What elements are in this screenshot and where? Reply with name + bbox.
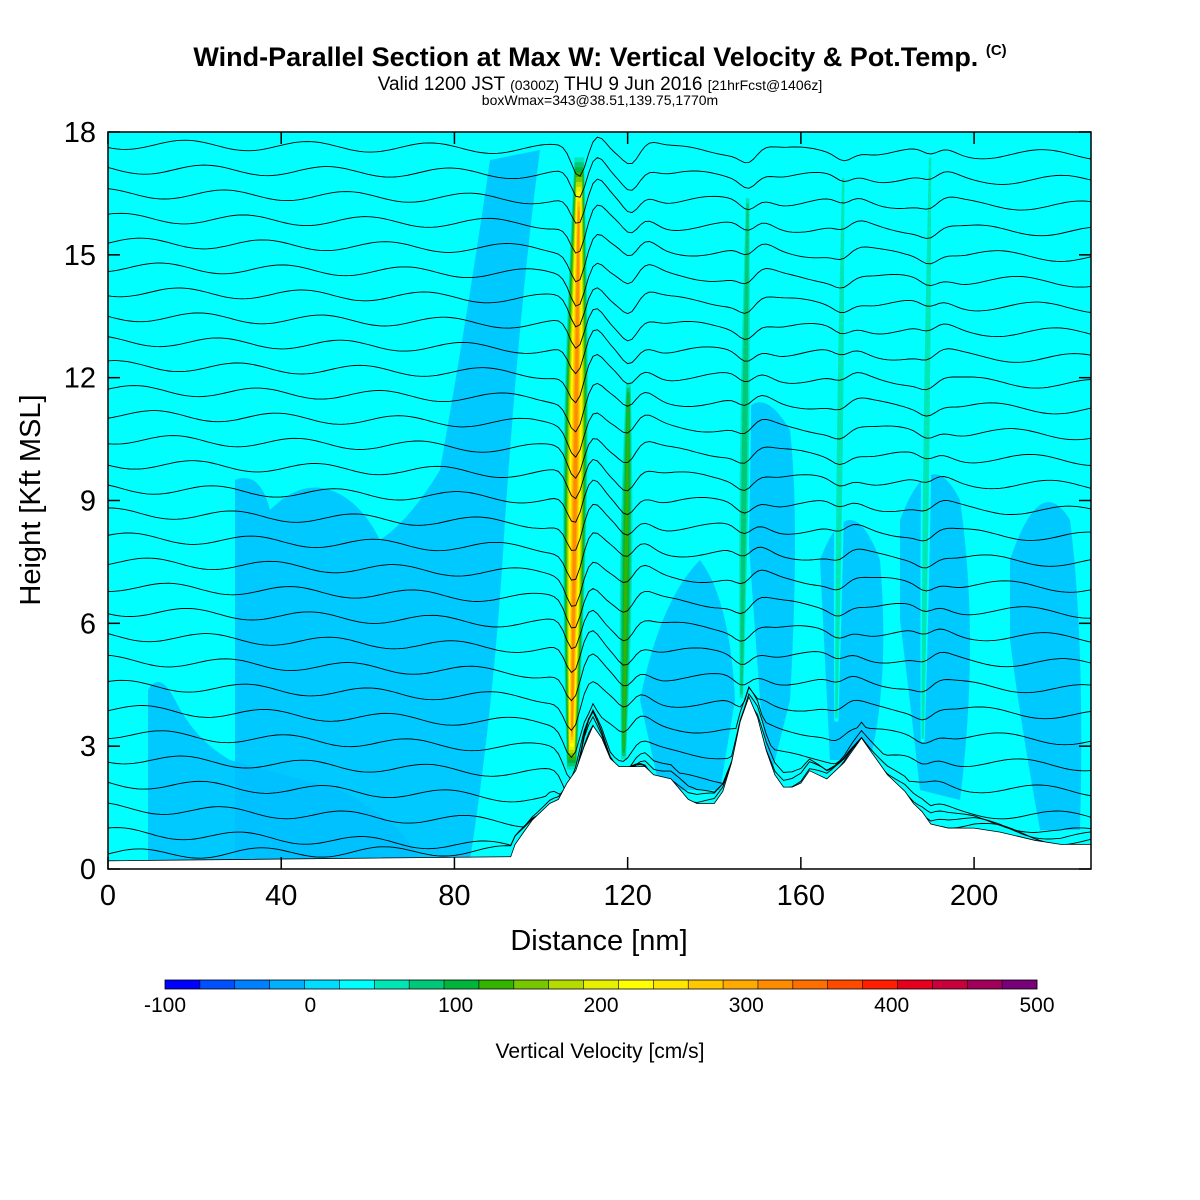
chart-title: Wind-Parallel Section at Max W: Vertical…	[0, 42, 1200, 73]
valid-date: THU 9 Jun 2016	[564, 74, 703, 95]
x-tick-label-120: 120	[603, 880, 651, 912]
x-tick-label-160: 160	[777, 880, 825, 912]
colorbar: -100 0 100 200 300 400 500	[144, 979, 1055, 1017]
x-tick-label-200: 200	[950, 880, 998, 912]
colorbar-swatch-13	[583, 980, 619, 989]
chart-subtitle: Valid 1200 JST (0300Z) THU 9 Jun 2016 [2…	[0, 74, 1200, 96]
colorbar-swatch-22	[897, 980, 933, 989]
colorbar-swatch-9	[444, 980, 480, 989]
theta-contour-16	[108, 479, 1091, 523]
colorbar-swatch-1	[165, 980, 201, 989]
colorbar-swatch-7	[374, 980, 410, 989]
terrain	[108, 695, 1091, 869]
theta-contour-15	[108, 503, 1091, 551]
updraft-1-level-325	[571, 211, 580, 734]
colorbar-swatch-10	[478, 980, 515, 989]
colorbar-swatch-19	[792, 980, 829, 989]
colorbar-swatch-21	[862, 980, 898, 989]
terrain-profile	[108, 695, 1091, 869]
colorbar-tick-0: 0	[304, 994, 316, 1017]
colorbar-swatch-6	[339, 980, 375, 989]
updraft-2-level-125	[623, 397, 629, 750]
colorbar-tick--100: -100	[144, 994, 186, 1017]
theta-contour-17	[108, 458, 1091, 500]
downdraft-region-4	[740, 402, 795, 780]
y-tick-label-9: 9	[80, 486, 96, 518]
theta-contour-20	[108, 382, 1091, 433]
downdraft-region-5	[820, 520, 884, 760]
colorbar-label: Vertical Velocity [cm/s]	[496, 1040, 705, 1063]
y-axis-label: Height [Kft MSL]	[15, 394, 47, 605]
theta-contour-11	[108, 607, 1091, 650]
downdraft-region-2	[235, 150, 540, 860]
colorbar-tick-200: 200	[583, 994, 618, 1017]
colorbar-swatch-18	[757, 980, 794, 989]
colorbar-swatch-12	[548, 980, 584, 989]
colorbar-swatch-11	[513, 980, 549, 989]
downdraft-region-3	[640, 560, 735, 790]
updraft-4-level-50	[835, 177, 845, 719]
theta-contour-19	[108, 410, 1091, 458]
theta-contour-22	[108, 329, 1091, 375]
theta-contour-5	[108, 701, 1091, 797]
theta-contour-8	[108, 679, 1091, 732]
colorbar-tick-100: 100	[438, 994, 473, 1017]
x-tick-label-80: 80	[438, 880, 470, 912]
colorbar-swatch-15	[653, 980, 689, 989]
colorbar-tick-400: 400	[874, 994, 909, 1017]
colorbar-tick-500: 500	[1019, 994, 1054, 1017]
theta-contour-9	[108, 653, 1091, 702]
box-wmax-info: boxWmax=343@38.51,139.75,1770m	[481, 92, 719, 108]
theta-contour-23	[108, 308, 1091, 349]
y-tick-label-12: 12	[64, 363, 96, 395]
colorbar-swatch-20	[827, 980, 863, 989]
forecast-info: [21hrFcst@1406z]	[707, 77, 823, 93]
colorbar-swatch-17	[723, 980, 759, 989]
y-tick-label-6: 6	[80, 608, 96, 640]
valid-time: Valid 1200 JST	[377, 74, 505, 95]
axes: 0 40 80 120 160 200 0 3 6 9 12 15 18	[64, 117, 1091, 912]
theta-contour-30	[108, 136, 1091, 177]
theta-contour-10	[108, 630, 1091, 674]
colorbar-swatch-25	[1002, 980, 1038, 989]
theta-contour-28	[108, 178, 1091, 224]
colorbar-swatch-24	[967, 980, 1003, 989]
y-tick-label-18: 18	[64, 117, 96, 149]
colorbar-swatch-16	[688, 980, 724, 989]
colorbar-swatch-23	[932, 980, 968, 989]
theta-contour-21	[108, 353, 1091, 404]
colorbar-swatch-3	[234, 980, 270, 989]
theta-contour-7	[108, 685, 1091, 759]
chart-title-main: Wind-Parallel Section at Max W: Vertical…	[193, 42, 979, 72]
colorbar-swatch-4	[269, 980, 305, 989]
theta-contour-12	[108, 582, 1091, 629]
colorbar-swatch-2	[199, 980, 236, 989]
colorbar-swatch-14	[618, 980, 654, 989]
y-tick-label-3: 3	[80, 731, 96, 763]
y-tick-label-15: 15	[64, 240, 96, 272]
theta-contour-18	[108, 435, 1091, 479]
theta-contours	[108, 136, 1091, 859]
copyright-mark: (C)	[985, 42, 1007, 59]
theta-contour-13	[108, 557, 1091, 607]
updraft-3-level-75	[740, 203, 749, 695]
x-axis-label: Distance [nm]	[510, 925, 687, 957]
theta-contour-24	[108, 287, 1091, 328]
x-tick-label-40: 40	[265, 880, 297, 912]
theta-contour-26	[108, 234, 1091, 283]
theta-contour-27	[108, 204, 1091, 254]
theta-contour-6	[108, 693, 1091, 781]
theta-contour-29	[108, 156, 1091, 198]
theta-contour-14	[108, 532, 1091, 581]
colorbar-swatch-5	[304, 980, 340, 989]
utc-time: (0300Z)	[510, 77, 560, 93]
y-tick-label-0: 0	[80, 854, 96, 886]
colorbar-tick-300: 300	[729, 994, 764, 1017]
updraft-5-level-50	[921, 157, 932, 739]
colorbar-swatch-8	[409, 980, 445, 989]
colorbar-frame	[164, 979, 1038, 990]
x-tick-label-0: 0	[100, 880, 116, 912]
theta-contour-25	[108, 262, 1091, 307]
